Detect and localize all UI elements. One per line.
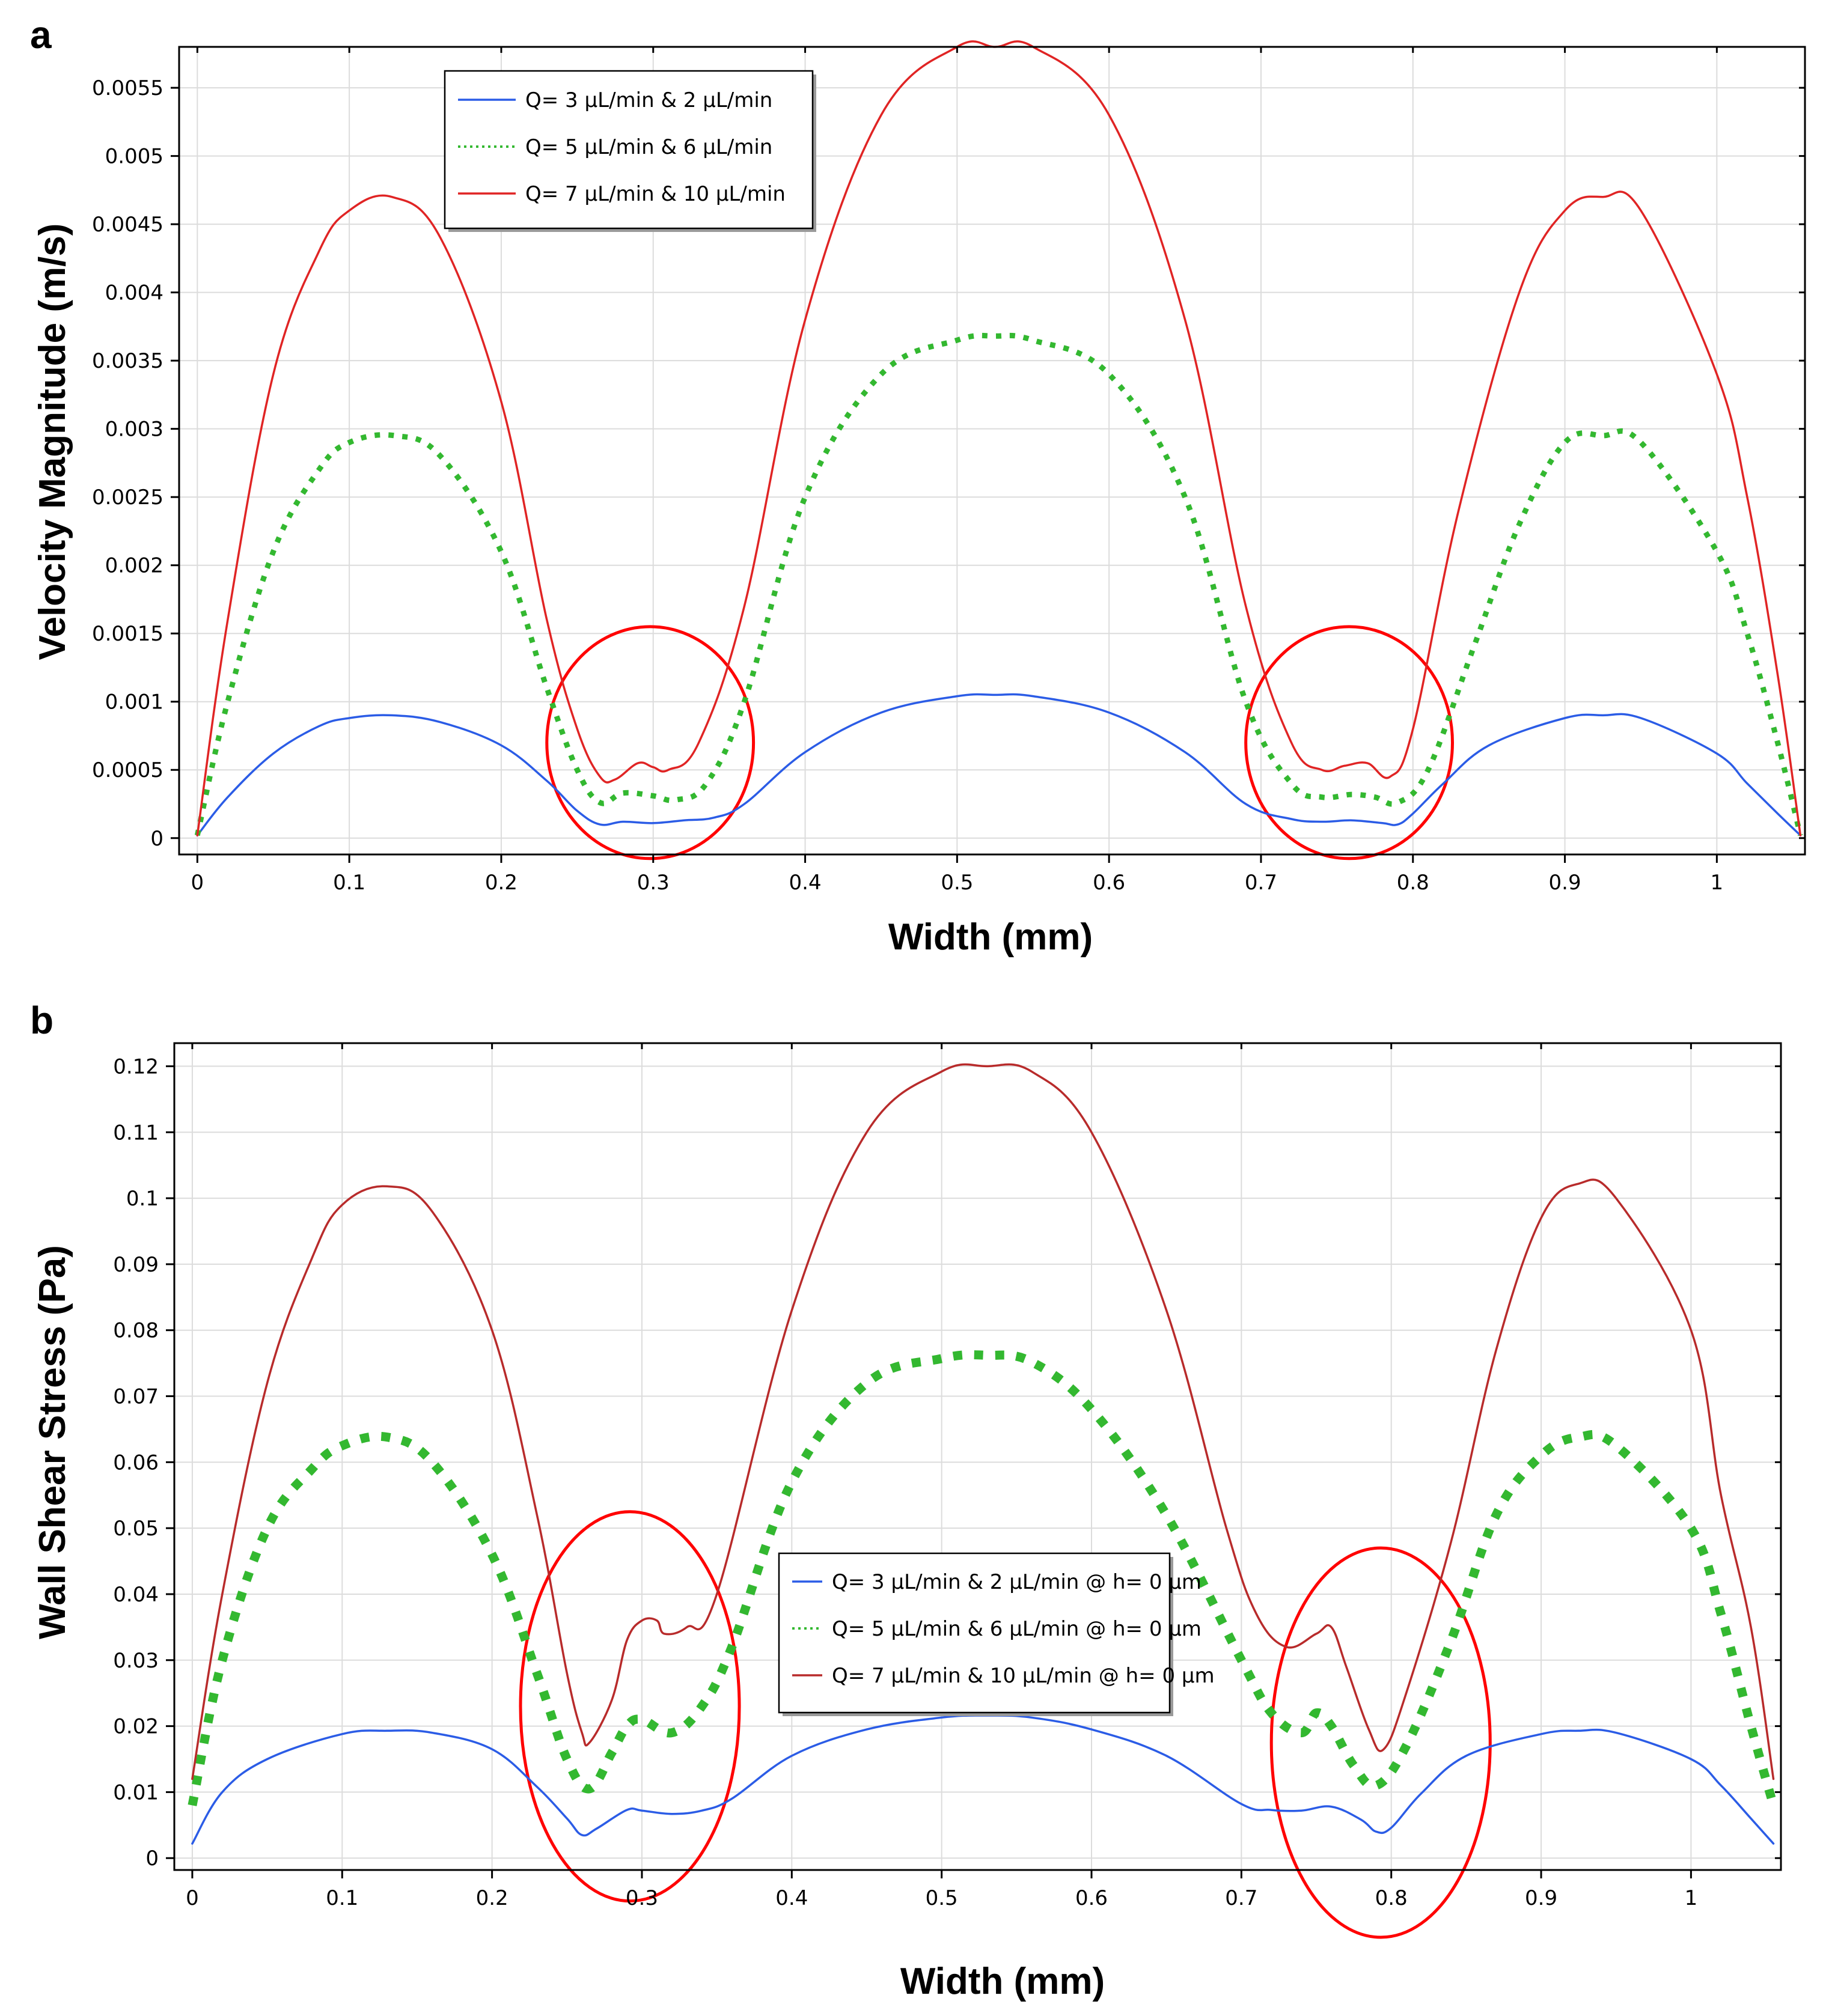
panel-b-plot-frame [173,1042,1782,1871]
panel-a-legend-label-2: Q= 5 µL/min & 6 µL/min [525,135,772,159]
panel-a-y-tick-label: 0.0055 [92,76,163,100]
panel-a-y-tick-label: 0.004 [105,281,163,305]
panel-b-y-tick-label: 0.08 [113,1319,159,1343]
panel-a: a 0 0.1 0.2 0.3 0.4 0.5 0.6 0.7 0.8 0.9 1 0 0.0005 0.… [30,13,1806,958]
panel-b-x-tick-label: 0.4 [775,1886,808,1910]
panel-b-x-tick-label: 0.1 [326,1886,358,1910]
panel-b-y-tick-label: 0 [145,1847,159,1871]
panel-b-y-tick-label: 0.03 [113,1649,159,1673]
panel-b-legend-label-1: Q= 3 µL/min & 2 µL/min @ h= 0 µm [832,1570,1202,1594]
panel-a-x-axis-title: Width (mm) [888,916,1093,958]
panel-a-x-tick-label: 0.7 [1245,871,1277,895]
panel-b-legend-label-2: Q= 5 µL/min & 6 µL/min @ h= 0 µm [832,1617,1202,1641]
panel-b-series-line-2 [188,1350,1778,1807]
panel-a-series [194,40,1803,836]
panel-b-ticks: 0 0.1 0.2 0.3 0.4 0.5 0.6 0.7 0.8 0.9 1 0 0.01 0.02 0.… [113,1043,1781,1910]
panel-b-x-tick-label: 0.5 [926,1886,958,1910]
panel-a-y-tick-label: 0.001 [105,690,163,714]
panel-a-x-tick-label: 0.9 [1549,871,1581,895]
panel-b-x-tick-label: 0.3 [626,1886,658,1910]
panel-a-x-tick-label: 0.1 [333,871,365,895]
panel-b-y-tick-label: 0.12 [113,1055,159,1079]
panel-a-y-tick-label: 0.0015 [92,622,163,646]
panel-b-x-tick-label: 0.8 [1375,1886,1408,1910]
panel-b-y-tick-label: 0.11 [113,1121,159,1145]
panel-b-y-tick-label: 0.06 [113,1451,159,1475]
panel-a-legend-box [444,70,814,230]
panel-b-y-axis-title: Wall Shear Stress (Pa) [32,1245,73,1639]
panel-b-annotations [519,1510,1492,1939]
panel-a-x-tick-label: 0.3 [637,871,670,895]
panel-a-x-tick-label: 0.4 [789,871,822,895]
panel-b-y-tick-label: 0.01 [113,1780,159,1804]
panel-a-y-tick-label: 0.002 [105,554,163,578]
panel-a-series-line-3 [196,40,1802,836]
panel-b-y-tick-label: 0.02 [113,1715,159,1739]
panel-b-y-tick-label: 0.05 [113,1517,159,1541]
panel-b-x-tick-label: 0.6 [1075,1886,1108,1910]
panel-b: b 0 0.1 0.2 0.3 0.4 0.5 0.6 0.7 0.8 0.9 1 0 0.01 0.02… [30,999,1782,2002]
panel-a-x-tick-label: 0.6 [1093,871,1125,895]
panel-b-y-tick-label: 0.1 [126,1187,159,1211]
panel-a-annotations [545,625,1454,860]
panel-a-y-tick-label: 0.0045 [92,213,163,237]
panel-a-y-axis-title: Velocity Magnitude (m/s) [32,224,73,660]
panel-a-plot-frame [178,46,1806,856]
panel-a-x-tick-label: 0 [191,871,204,895]
panel-b-legend-box [778,1552,1171,1714]
panel-b-series-line-3 [191,1063,1775,1780]
panel-b-x-tick-label: 0.9 [1525,1886,1557,1910]
panel-a-y-tick-label: 0.0025 [92,486,163,510]
panel-b-highlight-circle-1 [519,1510,741,1903]
panel-b-x-tick-label: 1 [1685,1886,1698,1910]
panel-b-y-tick-label: 0.09 [113,1253,159,1277]
panel-a-legend-label-3: Q= 7 µL/min & 10 µL/min [525,182,786,206]
panel-b-x-tick-label: 0 [186,1886,199,1910]
panel-b-legend: Q= 3 µL/min & 2 µL/min @ h= 0 µm Q= 5 µL/… [778,1552,1215,1716]
panel-a-series-line-1 [196,693,1802,836]
panel-a-x-tick-label: 0.5 [941,871,973,895]
panel-a-legend-label-1: Q= 3 µL/min & 2 µL/min [525,88,772,112]
panel-b-x-tick-label: 0.2 [476,1886,508,1910]
panel-a-x-tick-label: 0.2 [485,871,518,895]
panel-a-x-tick-label: 1 [1711,871,1724,895]
panel-b-x-axis-title: Width (mm) [900,1961,1105,2002]
panel-a-y-tick-label: 0 [150,827,163,851]
panel-a-y-tick-label: 0.0035 [92,349,163,373]
panel-b-x-tick-label: 0.7 [1225,1886,1257,1910]
panel-b-legend-label-3: Q= 7 µL/min & 10 µL/min @ h= 0 µm [832,1664,1215,1688]
panel-b-y-tick-label: 0.04 [113,1583,159,1607]
panel-a-legend: Q= 3 µL/min & 2 µL/min Q= 5 µL/min & 6 µL… [444,70,816,232]
panel-a-ticks: 0 0.1 0.2 0.3 0.4 0.5 0.6 0.7 0.8 0.9 1 0 0.0005 0.00… [92,47,1805,895]
panel-b-y-tick-label: 0.07 [113,1385,159,1409]
panel-a-highlight-circle-1 [545,625,756,860]
panel-b-label: b [30,999,53,1042]
panel-a-series-line-2 [194,332,1803,836]
panel-a-y-tick-label: 0.0005 [92,758,163,782]
panel-b-highlight-circle-2 [1269,1546,1492,1939]
panel-a-y-tick-label: 0.005 [105,145,163,169]
panel-a-y-tick-label: 0.003 [105,418,163,442]
panel-a-label: a [30,13,52,56]
panel-a-x-tick-label: 0.8 [1397,871,1429,895]
panel-a-highlight-circle-2 [1244,625,1454,860]
